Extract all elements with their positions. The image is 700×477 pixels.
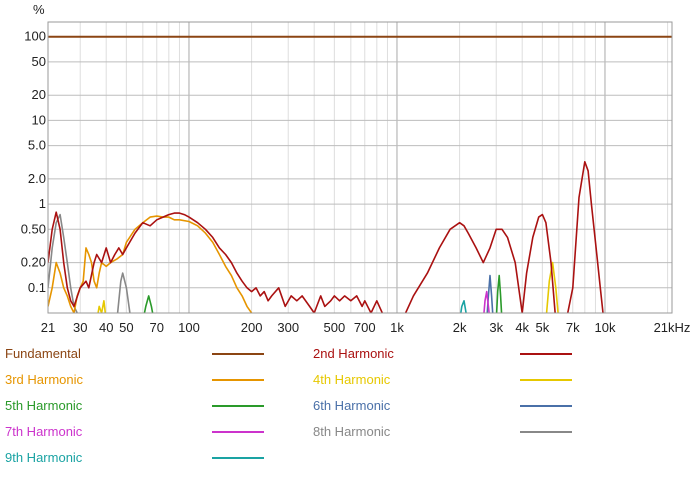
legend-item: 8th Harmonic	[308, 418, 608, 444]
x-tick-label: 200	[241, 320, 263, 335]
x-tick-label: 300	[277, 320, 299, 335]
series-line-2	[48, 161, 604, 313]
y-tick-label: 0.50	[21, 221, 46, 236]
legend-label: Fundamental	[5, 346, 81, 361]
legend-label: 9th Harmonic	[5, 450, 83, 465]
x-tick-label: 7k	[566, 320, 580, 335]
x-tick-label: 70	[150, 320, 164, 335]
x-tick-label: 10k	[594, 320, 615, 335]
legend-label: 8th Harmonic	[313, 424, 391, 439]
legend-item: 7th Harmonic	[0, 418, 300, 444]
x-tick-label: 1k	[390, 320, 404, 335]
legend-swatch	[520, 405, 572, 407]
x-tick-label: 21	[41, 320, 55, 335]
legend-item: 3rd Harmonic	[0, 366, 300, 392]
x-tick-label: 100	[178, 320, 200, 335]
y-tick-label: 10	[32, 112, 46, 127]
series-line-7	[483, 290, 490, 313]
legend-swatch	[212, 431, 264, 433]
y-tick-label: 1	[39, 196, 46, 211]
plot-area	[48, 35, 672, 313]
legend-swatch	[212, 379, 264, 381]
series-line-5	[143, 274, 503, 313]
y-axis-ticks: 100 50 20 10 5.0 2.0 1 0.50 0.20 0.1	[21, 29, 46, 295]
legend-label: 5th Harmonic	[5, 398, 83, 413]
x-tick-label: 2k	[453, 320, 467, 335]
y-tick-label: 0.1	[28, 280, 46, 295]
x-tick-label: 700	[354, 320, 376, 335]
x-tick-label: 5k	[535, 320, 549, 335]
legend-label: 3rd Harmonic	[5, 372, 84, 387]
y-axis-unit: %	[33, 2, 45, 17]
legend-swatch	[520, 431, 572, 433]
legend: Fundamental 2nd Harmonic 3rd Harmonic 4th H…	[0, 340, 700, 477]
y-tick-label: 5.0	[28, 138, 46, 153]
series-line-3	[48, 215, 253, 313]
legend-label: 7th Harmonic	[5, 424, 83, 439]
legend-swatch	[520, 379, 572, 381]
y-tick-label: 20	[32, 87, 46, 102]
legend-label: 4th Harmonic	[313, 372, 391, 387]
x-axis-ticks: 21 30 40 50 70 100 200 300 500 700 1k 2k 3k 4k 5k 7k 10k…	[41, 320, 691, 335]
legend-item: Fundamental	[0, 340, 300, 366]
legend-swatch	[520, 353, 572, 355]
x-tick-label: 50	[119, 320, 133, 335]
legend-item: 2nd Harmonic	[308, 340, 608, 366]
x-tick-label: 3k	[489, 320, 503, 335]
legend-label: 2nd Harmonic	[313, 346, 394, 361]
x-tick-label: 4k	[515, 320, 529, 335]
legend-item: 9th Harmonic	[0, 444, 300, 470]
legend-item: 4th Harmonic	[308, 366, 608, 392]
plot-frame	[47, 21, 673, 314]
x-tick-label: 40	[99, 320, 113, 335]
x-tick-label: 500	[324, 320, 346, 335]
y-tick-label: 100	[24, 29, 46, 44]
series-line-4	[97, 261, 559, 313]
legend-label: 6th Harmonic	[313, 398, 391, 413]
grid-lines	[48, 22, 672, 313]
y-tick-label: 2.0	[28, 171, 46, 186]
legend-item: 5th Harmonic	[0, 392, 300, 418]
legend-swatch	[212, 405, 264, 407]
series-line-9	[460, 299, 467, 313]
legend-swatch	[212, 457, 264, 459]
legend-item: 6th Harmonic	[308, 392, 608, 418]
y-tick-label: 0.20	[21, 255, 46, 270]
x-tick-label: 21kHz	[654, 320, 691, 335]
legend-swatch	[212, 353, 264, 355]
harmonic-distortion-chart: % 21 30 40 50 70 100 200 300 500 700 1k 2k 3k 4k 5k 7k 1…	[21, 2, 691, 335]
y-tick-label: 50	[32, 54, 46, 69]
x-tick-label: 30	[73, 320, 87, 335]
